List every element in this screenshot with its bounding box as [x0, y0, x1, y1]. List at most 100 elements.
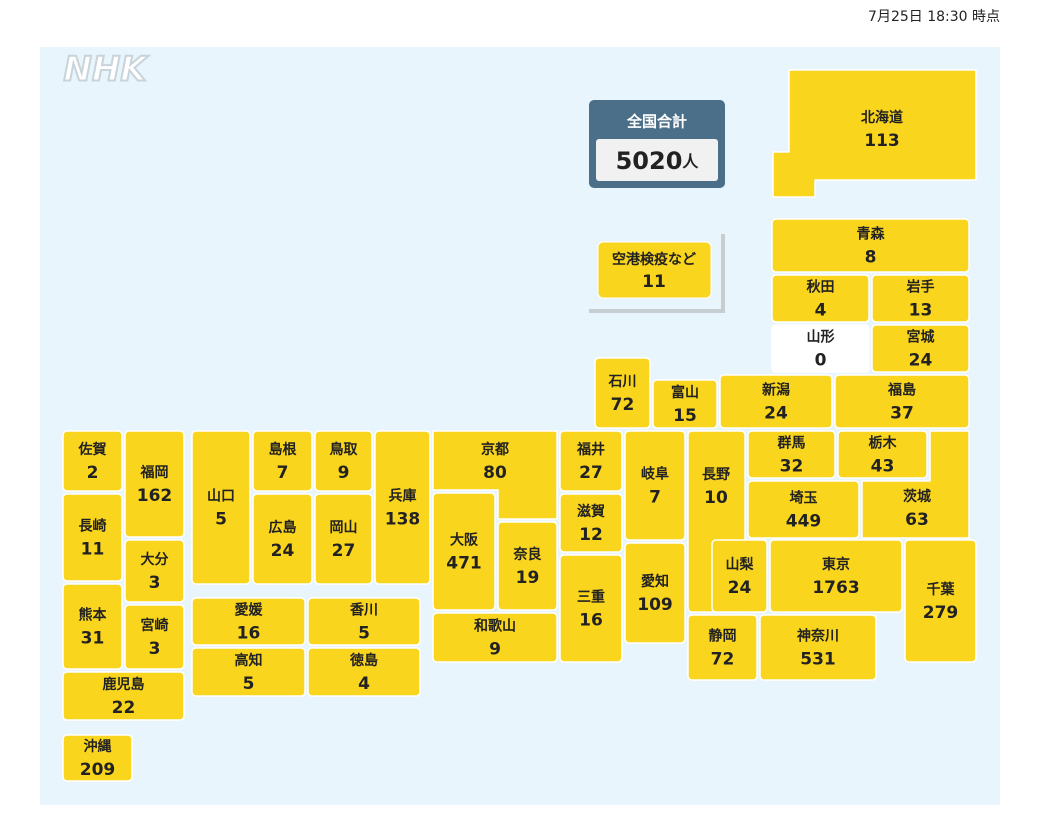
prefecture-tile — [769, 539, 903, 613]
prefecture-name: 北海道 — [861, 109, 903, 126]
prefecture-tile — [432, 430, 558, 520]
prefecture-name: 千葉 — [927, 581, 956, 598]
prefecture-tile — [374, 430, 431, 585]
tiles: 北海道113青森8秋田4岩手13山形0宮城24石川72富山15新潟24福島37福… — [62, 69, 977, 782]
prefecture-value: 24 — [271, 541, 295, 561]
prefecture-name: 長野 — [702, 467, 730, 483]
prefecture-value: 4 — [815, 301, 827, 321]
prefecture-value: 24 — [909, 351, 933, 371]
total-inner — [596, 139, 718, 181]
prefecture-name: 京都 — [481, 441, 509, 458]
prefecture-tile — [432, 492, 496, 611]
prefecture-name: 鳥取 — [330, 441, 359, 458]
prefecture-name: 香川 — [349, 602, 378, 619]
prefecture-tile — [771, 274, 870, 323]
prefecture-name: 福島 — [887, 382, 916, 399]
prefecture-tile — [871, 274, 970, 323]
prefecture-name: 群馬 — [777, 435, 806, 452]
prefecture-value: 15 — [673, 406, 697, 426]
prefecture-value: 449 — [786, 512, 822, 532]
prefecture-name: 愛媛 — [235, 602, 264, 619]
prefecture-name: 熊本 — [79, 607, 108, 624]
prefecture-value: 471 — [446, 554, 482, 574]
prefecture-name: 和歌山 — [474, 618, 516, 635]
prefecture-value: 9 — [489, 640, 501, 660]
prefecture-value: 24 — [764, 404, 788, 424]
prefecture-value: 3 — [149, 573, 161, 593]
prefecture-value: 24 — [728, 578, 752, 598]
prefecture-tile — [62, 734, 133, 782]
prefecture-name: 滋賀 — [577, 503, 605, 520]
prefecture-value: 5 — [215, 510, 227, 530]
airport-name: 空港検疫など — [612, 251, 696, 268]
prefecture-tile — [652, 379, 718, 429]
prefecture-name: 東京 — [822, 556, 850, 573]
prefecture-tile — [719, 374, 833, 429]
prefecture-value: 5 — [243, 674, 255, 694]
prefecture-name: 岩手 — [906, 279, 935, 296]
prefecture-tile — [559, 493, 623, 553]
prefecture-tile — [124, 430, 185, 538]
prefecture-value: 72 — [711, 650, 735, 670]
prefecture-value: 4 — [358, 674, 370, 694]
prefecture-name: 宮城 — [907, 329, 935, 346]
prefecture-tile — [191, 647, 306, 697]
prefecture-tile — [62, 671, 185, 721]
prefecture-name: 新潟 — [762, 382, 790, 399]
prefecture-tile — [559, 430, 623, 492]
prefecture-value: 3 — [149, 639, 161, 659]
prefecture-name: 秋田 — [807, 279, 835, 296]
prefecture-value: 0 — [815, 351, 827, 371]
logo: NHK — [63, 50, 149, 90]
prefecture-name: 石川 — [608, 374, 637, 390]
prefecture-value: 10 — [704, 488, 728, 508]
prefecture-name: 島根 — [269, 441, 298, 458]
prefecture-value: 279 — [923, 603, 959, 623]
prefecture-name: 長崎 — [79, 518, 107, 535]
prefecture-name: 佐賀 — [78, 441, 107, 458]
prefecture-name: 神奈川 — [797, 628, 839, 645]
prefecture-tile — [771, 324, 870, 373]
prefecture-name: 沖縄 — [84, 738, 112, 755]
prefecture-name: 山口 — [207, 489, 235, 505]
prefecture-value: 9 — [338, 463, 350, 483]
prefecture-value: 31 — [81, 629, 105, 649]
prefecture-value: 13 — [909, 301, 933, 321]
airport-tile — [597, 241, 712, 299]
prefecture-name: 福井 — [576, 441, 605, 458]
prefecture-name: 山梨 — [726, 556, 755, 573]
prefecture-name: 宮崎 — [141, 617, 169, 634]
total-unit: 人 — [682, 152, 699, 171]
prefecture-tile — [497, 521, 558, 611]
prefecture-tile — [314, 493, 373, 585]
prefecture-name: 高知 — [235, 652, 263, 669]
prefecture-tile — [314, 430, 373, 492]
prefecture-value: 531 — [800, 650, 836, 670]
prefecture-name: 岐阜 — [641, 466, 669, 483]
prefecture-value: 113 — [864, 131, 900, 151]
total-value: 5020 — [616, 147, 683, 175]
prefecture-tile — [432, 612, 558, 663]
prefecture-tile — [759, 614, 877, 681]
prefecture-tile — [837, 430, 928, 479]
prefecture-name: 静岡 — [709, 628, 737, 645]
prefecture-tile — [124, 604, 185, 670]
prefecture-name: 岡山 — [330, 520, 358, 536]
prefecture-value: 72 — [611, 395, 635, 415]
prefecture-name: 愛知 — [641, 573, 669, 590]
prefecture-tile — [594, 357, 651, 429]
prefecture-name: 徳島 — [349, 652, 378, 669]
prefecture-value: 109 — [637, 595, 673, 615]
prefecture-name: 三重 — [577, 589, 605, 606]
prefecture-value: 7 — [649, 488, 661, 508]
prefecture-tile — [62, 583, 123, 670]
prefecture-name: 兵庫 — [389, 488, 417, 505]
prefecture-tile — [307, 597, 421, 646]
prefecture-name: 福岡 — [140, 464, 169, 481]
prefecture-tile — [124, 539, 185, 603]
total-label: 全国合計 — [626, 113, 687, 131]
prefecture-value: 63 — [905, 510, 929, 530]
prefecture-value: 209 — [80, 760, 116, 780]
timestamp: 7月25日 18:30 時点 — [868, 9, 1000, 25]
